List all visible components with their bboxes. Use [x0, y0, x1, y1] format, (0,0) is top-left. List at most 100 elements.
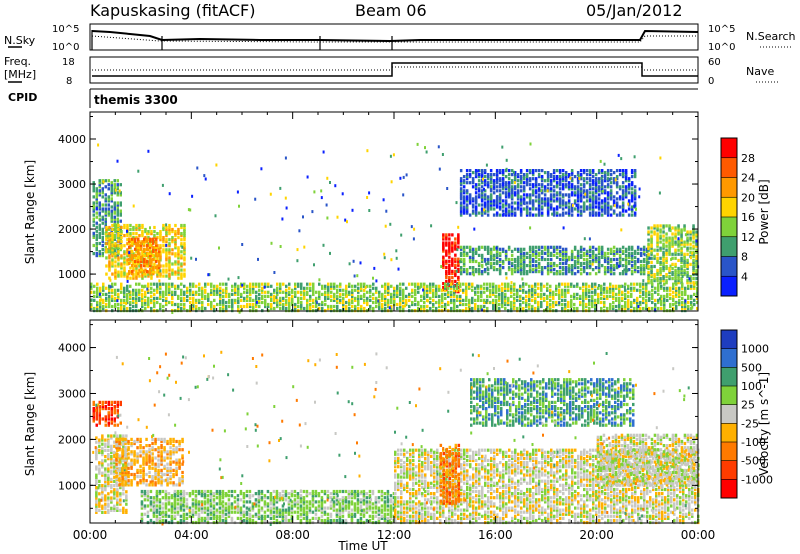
data-cell — [627, 187, 631, 191]
data-cell — [116, 183, 119, 187]
data-cell — [692, 240, 695, 244]
data-cell — [513, 207, 517, 211]
data-cell — [606, 179, 610, 183]
data-cell — [609, 257, 613, 262]
data-cell — [603, 175, 607, 179]
data-cell — [126, 294, 129, 298]
data-cell — [677, 275, 680, 279]
data-cell — [680, 277, 683, 281]
data-cell — [528, 179, 532, 183]
data-cell — [633, 255, 637, 259]
data-cell — [134, 264, 137, 268]
data-cell — [687, 284, 690, 288]
data-cell — [116, 229, 119, 233]
data-cell — [591, 302, 594, 307]
data-cell — [107, 417, 110, 421]
data-cell — [501, 247, 505, 251]
data-cell — [561, 266, 565, 270]
data-cell — [116, 213, 119, 217]
data-cell — [363, 288, 366, 292]
data-cell — [662, 224, 665, 228]
data-cell — [225, 306, 228, 311]
data-cell — [645, 300, 648, 305]
data-cell — [564, 175, 568, 179]
data-cell — [606, 169, 610, 173]
data-cell — [282, 290, 285, 294]
data-cell — [92, 419, 95, 423]
nsky-trace — [91, 29, 699, 43]
data-cell — [496, 195, 499, 198]
data-cell — [501, 191, 505, 195]
data-cell — [207, 294, 210, 298]
data-cell — [462, 298, 465, 302]
data-cell — [98, 469, 101, 473]
data-cell — [534, 268, 538, 272]
data-cell — [165, 288, 168, 292]
data-cell — [567, 199, 571, 203]
data-cell — [405, 286, 408, 290]
data-cell — [423, 304, 426, 309]
data-cell — [658, 297, 661, 301]
data-cell — [492, 201, 496, 205]
data-cell — [116, 402, 119, 407]
data-cell — [678, 243, 681, 247]
data-cell — [528, 207, 532, 211]
data-cell — [552, 261, 556, 266]
data-cell — [486, 199, 490, 203]
data-cell — [116, 179, 119, 183]
data-cell — [588, 259, 592, 264]
data-cell — [126, 250, 129, 254]
data-cell — [279, 186, 282, 190]
data-cell — [675, 292, 678, 296]
data-cell — [156, 290, 159, 294]
data-cell — [168, 288, 171, 292]
data-cell — [105, 227, 108, 232]
data-cell — [555, 213, 559, 217]
data-cell — [498, 189, 502, 193]
data-cell — [128, 253, 131, 257]
data-cell — [591, 175, 595, 179]
data-cell — [306, 290, 309, 294]
data-cell — [353, 274, 356, 278]
data-cell — [695, 232, 698, 236]
data-cell — [222, 282, 225, 286]
data-cell — [648, 306, 651, 311]
data-cell — [612, 249, 616, 253]
data-cell — [615, 251, 619, 255]
data-cell — [531, 292, 534, 296]
data-cell — [486, 209, 490, 213]
data-cell — [615, 266, 619, 270]
data-cell — [489, 169, 493, 173]
data-cell — [522, 282, 525, 286]
data-cell — [513, 257, 517, 262]
data-cell — [683, 226, 686, 230]
data-cell — [201, 288, 204, 292]
data-cell — [126, 238, 129, 242]
data-cell — [101, 402, 104, 407]
data-cell — [636, 247, 640, 251]
data-cell — [456, 294, 459, 298]
data-cell — [486, 306, 489, 311]
data-cell — [198, 306, 201, 311]
data-cell — [132, 292, 135, 296]
data-cell — [99, 302, 102, 307]
data-cell — [486, 294, 489, 298]
data-cell — [207, 282, 210, 286]
data-cell — [384, 306, 387, 311]
data-cell — [455, 269, 458, 273]
data-cell — [642, 292, 645, 296]
data-cell — [558, 261, 562, 266]
data-cell — [104, 459, 107, 463]
data-cell — [131, 241, 134, 245]
data-cell — [100, 298, 103, 302]
data-cell — [564, 304, 567, 309]
data-cell — [204, 288, 207, 292]
data-cell — [695, 239, 698, 243]
data-cell — [189, 300, 192, 305]
data-cell — [543, 298, 546, 302]
data-cell — [630, 270, 634, 274]
data-cell — [618, 288, 621, 292]
data-cell — [516, 173, 520, 177]
data-cell — [104, 197, 107, 201]
data-cell — [236, 190, 239, 194]
